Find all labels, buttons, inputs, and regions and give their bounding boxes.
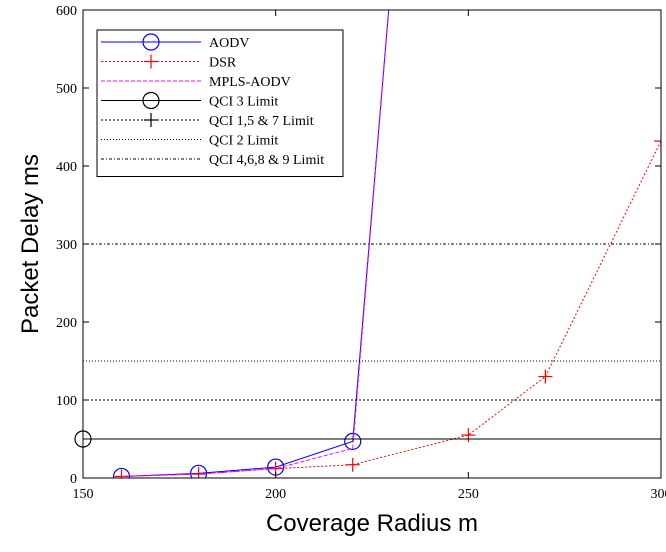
data-point-dsr xyxy=(538,370,552,384)
legend-label: DSR xyxy=(209,56,237,71)
legend-label: QCI 4,6,8 & 9 Limit xyxy=(209,153,324,168)
legend-label: AODV xyxy=(209,36,249,51)
legend-label: MPLS-AODV xyxy=(209,75,291,90)
series-dsr xyxy=(115,134,666,483)
y-tick-label: 200 xyxy=(56,316,77,331)
y-tick-label: 500 xyxy=(56,82,77,97)
series-line-dsr xyxy=(122,141,661,476)
legend-label: QCI 3 Limit xyxy=(209,95,278,110)
x-tick-label: 200 xyxy=(265,487,286,502)
legend: AODV DSR MPLS-AODV QCI 3 Limit QCI 1,5 & 7 L… xyxy=(97,30,343,177)
y-tick-label: 400 xyxy=(56,160,77,175)
y-axis-title: Packet Delay ms xyxy=(17,154,44,334)
legend-label: QCI 1,5 & 7 Limit xyxy=(209,114,314,129)
x-tick-label: 250 xyxy=(458,487,479,502)
legend-label: QCI 2 Limit xyxy=(209,134,278,149)
data-point-dsr xyxy=(461,428,475,442)
y-tick-label: 600 xyxy=(56,4,77,19)
x-tick-label: 300 xyxy=(651,487,666,502)
x-tick-label: 150 xyxy=(73,487,94,502)
data-point-dsr xyxy=(654,134,666,148)
x-axis-title: Coverage Radius m xyxy=(266,510,478,537)
data-point-dsr xyxy=(346,458,360,472)
y-tick-label: 300 xyxy=(56,238,77,253)
y-tick-label: 0 xyxy=(70,472,77,487)
y-tick-label: 100 xyxy=(56,394,77,409)
